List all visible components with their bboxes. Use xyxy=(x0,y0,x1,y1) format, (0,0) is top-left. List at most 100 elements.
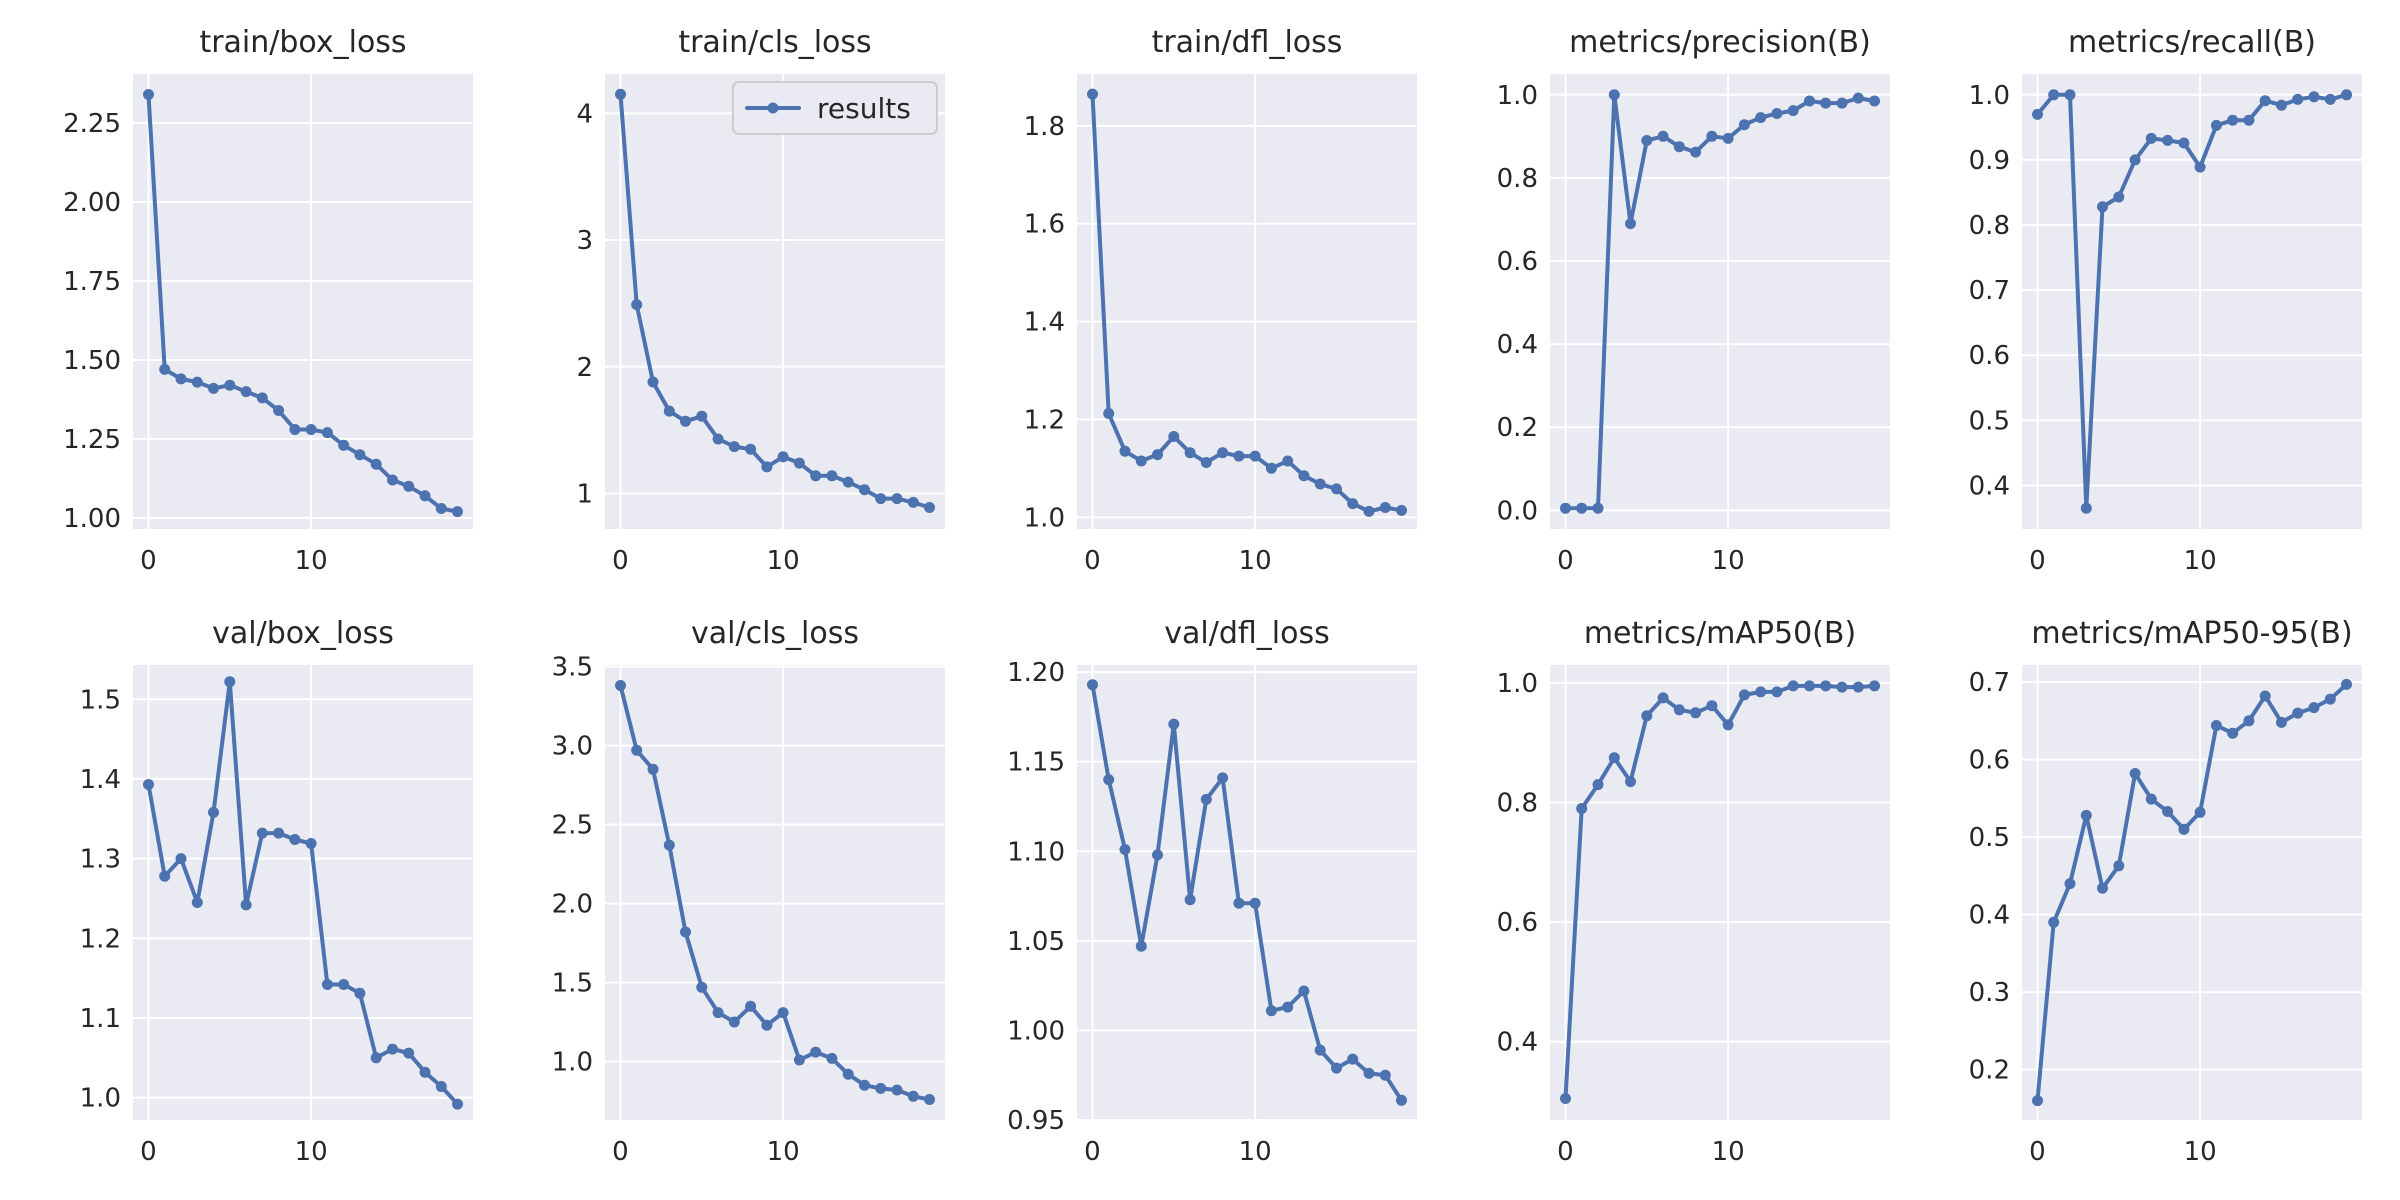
data-point xyxy=(2145,793,2157,805)
data-point xyxy=(1314,1044,1326,1056)
panel-title: metrics/precision(B) xyxy=(1569,25,1871,60)
data-point xyxy=(1657,130,1669,142)
y-tick-label: 1 xyxy=(576,480,593,510)
data-point xyxy=(680,926,691,938)
data-point xyxy=(1233,897,1245,909)
data-point xyxy=(1152,449,1163,461)
data-point xyxy=(2097,882,2108,894)
data-point xyxy=(2341,678,2352,690)
y-tick-label: 2.00 xyxy=(63,188,121,218)
y-tick-label: 1.2 xyxy=(1024,405,1065,435)
data-point xyxy=(435,1081,447,1092)
data-point xyxy=(403,480,415,492)
data-point xyxy=(224,379,236,391)
data-point xyxy=(2097,201,2108,213)
data-point xyxy=(1673,141,1685,153)
data-point xyxy=(1152,849,1163,861)
data-point xyxy=(2080,502,2092,514)
data-point xyxy=(875,1082,887,1094)
data-point xyxy=(1852,92,1864,104)
x-tick-label: 10 xyxy=(767,1137,800,1167)
legend: results xyxy=(732,81,938,135)
panel-title: val/cls_loss xyxy=(691,616,859,651)
data-point xyxy=(1119,445,1131,457)
panel-val-dfl-loss: 0.95 1.00 1.05 1.10 1.15 1.20 0 10 val/dfl_loss xyxy=(1007,616,1417,1167)
data-point xyxy=(2210,720,2222,731)
data-point xyxy=(175,373,187,385)
data-point xyxy=(1119,844,1131,855)
y-tick-label: 1.8 xyxy=(1024,112,1065,142)
data-point xyxy=(1722,132,1734,144)
data-point xyxy=(2178,823,2190,835)
data-point xyxy=(452,506,463,518)
data-point xyxy=(615,88,626,100)
data-point xyxy=(2276,99,2287,111)
data-point xyxy=(1298,470,1310,482)
legend-label: results xyxy=(817,92,911,125)
data-point xyxy=(1592,502,1604,514)
data-point xyxy=(1396,1094,1407,1106)
data-point xyxy=(1331,1062,1342,1074)
y-tick-label: 2.25 xyxy=(63,109,121,139)
x-tick-label: 10 xyxy=(295,546,328,576)
y-tick-label: 1.00 xyxy=(1007,1016,1065,1046)
data-point xyxy=(1690,146,1702,158)
data-point xyxy=(321,427,333,439)
data-point xyxy=(289,834,301,845)
y-tick-label: 3.5 xyxy=(552,653,593,683)
y-tick-label: 1.00 xyxy=(63,504,121,534)
data-point xyxy=(354,987,366,999)
data-point xyxy=(1347,498,1359,510)
y-tick-label: 0.6 xyxy=(1497,247,1538,277)
data-point xyxy=(2243,114,2255,126)
x-tick-label: 0 xyxy=(1557,546,1574,576)
data-point xyxy=(663,405,675,417)
data-point xyxy=(2178,137,2190,149)
y-tick-label: 0.4 xyxy=(1497,330,1538,360)
x-tick-label: 0 xyxy=(2029,546,2046,576)
plot-area xyxy=(1550,665,1890,1120)
data-point xyxy=(1168,718,1180,730)
data-point xyxy=(256,392,268,404)
data-point xyxy=(240,386,252,398)
plot-area xyxy=(1077,665,1417,1120)
data-point xyxy=(1738,689,1750,701)
data-point xyxy=(745,443,757,455)
y-tick-label: 2.5 xyxy=(552,811,593,841)
data-point xyxy=(2080,809,2092,821)
panel-val-cls-loss: 1.0 1.5 2.0 2.5 3.0 3.5 0 10 val/cls_loss xyxy=(552,616,945,1167)
data-point xyxy=(810,1046,822,1058)
data-point xyxy=(191,897,203,908)
y-tick-label: 1.0 xyxy=(1024,503,1065,533)
data-point xyxy=(452,1098,463,1110)
data-point xyxy=(2341,89,2352,101)
data-point xyxy=(1755,112,1767,124)
data-point xyxy=(1135,940,1147,952)
y-tick-label: 1.25 xyxy=(63,425,121,455)
data-point xyxy=(370,1052,382,1064)
x-tick-label: 0 xyxy=(1084,546,1101,576)
panel-title: metrics/mAP50-95(B) xyxy=(2031,616,2352,651)
data-point xyxy=(143,89,154,100)
data-point xyxy=(1820,680,1832,692)
data-point xyxy=(1576,502,1588,514)
data-point xyxy=(1625,218,1636,230)
data-point xyxy=(1787,680,1799,692)
data-point xyxy=(338,979,350,990)
x-tick-label: 0 xyxy=(1084,1137,1101,1167)
data-point xyxy=(2276,716,2287,728)
data-point xyxy=(728,1016,740,1028)
data-point xyxy=(370,458,382,470)
data-point xyxy=(1233,450,1245,462)
data-point xyxy=(2292,707,2304,719)
data-point xyxy=(2064,89,2076,101)
data-point xyxy=(1852,681,1864,693)
data-point xyxy=(1836,97,1848,109)
y-tick-label: 1.75 xyxy=(63,267,121,297)
x-tick-label: 0 xyxy=(612,1137,629,1167)
data-point xyxy=(1331,483,1342,495)
data-point xyxy=(2243,715,2255,727)
data-point xyxy=(842,1068,854,1080)
